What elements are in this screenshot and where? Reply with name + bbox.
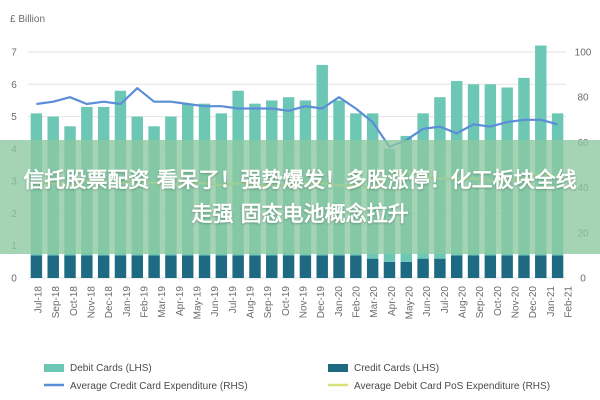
x-axis-ticks: Jul-18 Sep-18 Oct-18 Nov-18 Dec-18 Jan-19 Feb-… bbox=[34, 286, 575, 320]
legend-swatch-credit-cards bbox=[328, 364, 348, 372]
credit-cards-bar bbox=[131, 255, 143, 278]
credit-cards-bar bbox=[350, 255, 362, 278]
credit-cards-bar bbox=[535, 255, 547, 278]
x-axis-tick-label: Dec-20 bbox=[528, 286, 539, 319]
credit-cards-bar bbox=[64, 255, 76, 278]
x-axis-tick-label: Mar-20 bbox=[369, 286, 380, 318]
x-axis-tick-label: Apr-20 bbox=[387, 286, 398, 316]
left-axis-tick-label: 6 bbox=[11, 80, 17, 91]
credit-cards-bar bbox=[518, 255, 530, 278]
x-axis-tick-label: Sep-18 bbox=[51, 286, 62, 319]
headline-text: 信托股票配资 看呆了！强势爆发！多股涨停！化工板块全线走强 固态电池概念拉升 bbox=[23, 168, 577, 226]
x-axis-tick-label: Mar-19 bbox=[157, 286, 168, 318]
credit-cards-bar bbox=[249, 255, 261, 278]
x-axis-tick-label: Jan-19 bbox=[122, 286, 133, 317]
credit-cards-bar bbox=[114, 255, 127, 278]
legend-label-debit-cards: Debit Cards (LHS) bbox=[70, 363, 152, 374]
credit-cards-bar bbox=[434, 258, 446, 278]
x-axis-tick-label: Apr-19 bbox=[175, 286, 186, 316]
credit-cards-bar bbox=[299, 255, 312, 278]
credit-cards-bar bbox=[47, 255, 59, 278]
x-axis-tick-label: Jan-21 bbox=[546, 286, 557, 317]
credit-cards-bar bbox=[333, 255, 345, 278]
legend: Debit Cards (LHS) Credit Cards (LHS) Ave… bbox=[44, 363, 550, 392]
credit-cards-bar bbox=[501, 255, 513, 278]
credit-cards-bar bbox=[467, 255, 480, 278]
credit-cards-bar bbox=[316, 255, 328, 278]
x-axis-tick-label: Jan-20 bbox=[334, 286, 345, 317]
left-axis-tick-label: 0 bbox=[11, 274, 17, 285]
x-axis-tick-label: Aug-20 bbox=[458, 286, 469, 319]
left-axis-tick-label: 7 bbox=[11, 48, 17, 59]
credit-cards-bar bbox=[30, 255, 43, 278]
right-axis-tick-label: 0 bbox=[580, 274, 586, 285]
legend-swatch-debit-cards bbox=[44, 364, 64, 372]
legend-label-avg-credit-expenditure: Average Credit Card Expenditure (RHS) bbox=[70, 381, 248, 392]
x-axis-tick-label: May-20 bbox=[405, 286, 416, 320]
avg-credit-card-expenditure-line bbox=[36, 87, 558, 148]
x-axis-tick-label: Dec-19 bbox=[316, 286, 327, 319]
credit-cards-bar bbox=[551, 255, 564, 278]
x-axis-tick-label: Oct-19 bbox=[281, 286, 292, 316]
x-axis-tick-label: Dec-18 bbox=[104, 286, 115, 319]
x-axis-tick-label: Jun-20 bbox=[422, 286, 433, 317]
left-axis-unit-label: £ Billion bbox=[10, 14, 45, 25]
x-axis-tick-label: Jul-20 bbox=[440, 286, 451, 314]
credit-cards-bar bbox=[484, 255, 497, 278]
credit-cards-bar bbox=[266, 255, 278, 278]
x-axis-tick-label: Aug-19 bbox=[246, 286, 257, 319]
x-axis-tick-label: Oct-20 bbox=[493, 286, 504, 316]
credit-cards-bar bbox=[383, 261, 396, 278]
credit-cards-bar bbox=[215, 255, 228, 278]
x-axis-tick-label: Jul-18 bbox=[34, 286, 45, 314]
x-axis-tick-label: Nov-19 bbox=[299, 286, 310, 319]
credit-cards-bar bbox=[97, 255, 110, 278]
right-axis-tick-label: 80 bbox=[577, 93, 589, 104]
x-axis-tick-label: Jun-19 bbox=[210, 286, 221, 317]
x-axis-tick-label: May-19 bbox=[193, 286, 204, 320]
credit-cards-bar bbox=[198, 255, 211, 278]
credit-cards-bar bbox=[400, 261, 412, 278]
left-axis-tick-label: 5 bbox=[11, 112, 17, 123]
x-axis-tick-label: Sep-20 bbox=[475, 286, 486, 319]
x-axis-tick-label: Feb-19 bbox=[140, 286, 151, 318]
x-axis-tick-label: Jul-19 bbox=[228, 286, 239, 314]
headline-banner: 信托股票配资 看呆了！强势爆发！多股涨停！化工板块全线走强 固态电池概念拉升 bbox=[0, 140, 600, 254]
x-axis-tick-label: Oct-18 bbox=[69, 286, 80, 316]
legend-label-avg-debit-expenditure: Average Debit Card PoS Expenditure (RHS) bbox=[354, 381, 550, 392]
credit-cards-bar bbox=[282, 255, 295, 278]
x-axis-tick-label: Nov-18 bbox=[87, 286, 98, 319]
credit-cards-bar bbox=[417, 258, 429, 278]
x-axis-tick-label: Nov-20 bbox=[511, 286, 522, 319]
x-axis-tick-label: Feb-20 bbox=[352, 286, 363, 318]
credit-cards-bar bbox=[148, 255, 160, 278]
right-axis-tick-label: 100 bbox=[575, 48, 592, 59]
x-axis-tick-label: Feb-21 bbox=[564, 286, 575, 318]
credit-cards-bar bbox=[165, 255, 177, 278]
credit-cards-bar bbox=[81, 255, 93, 278]
x-axis-tick-label: Sep-19 bbox=[263, 286, 274, 319]
credit-cards-bar bbox=[182, 255, 194, 278]
credit-cards-bar bbox=[366, 258, 379, 278]
credit-cards-bar bbox=[232, 255, 244, 278]
legend-label-credit-cards: Credit Cards (LHS) bbox=[354, 363, 439, 374]
credit-cards-bar bbox=[451, 255, 463, 278]
